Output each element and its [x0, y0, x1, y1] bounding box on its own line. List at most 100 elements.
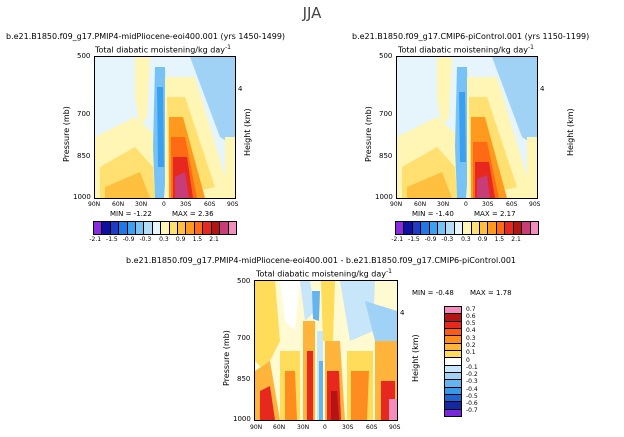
panel2-colorbar-swatch	[454, 222, 464, 234]
panel2-colorbar-swatch	[505, 222, 514, 234]
panel3-xtick-90s: 90S	[389, 424, 401, 431]
panel3-colorbar-label: 0.6	[466, 312, 476, 320]
panel3-colorbar-swatch	[445, 365, 461, 373]
panel1-title: Total diabatic moistening/kg day-1	[95, 44, 231, 55]
panel1-plot-area	[94, 56, 236, 199]
panel3-colorbar-swatch	[445, 372, 461, 381]
panel1-ytick-500: 500	[77, 52, 91, 60]
panel2-colorbar-swatch	[480, 222, 489, 234]
panel3-xtick-30n: 30N	[297, 424, 310, 431]
panel1-colorbar-label: 1.5	[192, 236, 203, 243]
panel1-title-text: Total diabatic moistening/kg day	[95, 45, 225, 55]
panel1-ytick-850: 850	[77, 152, 91, 160]
panel1-colorbar-label: -0.9	[122, 236, 135, 243]
panel2-colorbar	[395, 221, 539, 235]
panel2-colorbar-swatch	[421, 222, 430, 234]
panel2-ytick-500: 500	[379, 52, 393, 60]
panel3-colorbar-swatch	[445, 394, 461, 403]
panel3-colorbar-swatch	[445, 387, 461, 395]
panel1-ytick-700: 700	[77, 110, 91, 118]
panel1-case-label: b.e21.B1850.f09_g17.PMIP4-midPliocene-eo…	[6, 32, 286, 41]
panel1-xtick-30s: 30S	[180, 201, 192, 208]
panel3-colorbar-label: -0.6	[466, 400, 478, 408]
panel3-colorbar-label: -0.4	[466, 385, 478, 393]
panel2-title: Total diabatic moistening/kg day-1	[398, 44, 534, 55]
panel3-title-sup: -1	[385, 268, 392, 275]
panel3-title-text: Total diabatic moistening/kg day	[256, 269, 386, 279]
panel1-colorbar-label: 0.3	[159, 236, 169, 243]
panel2-plot-area	[396, 56, 538, 199]
panel2-colorbar-swatch	[522, 222, 531, 234]
panel2-colorbar-label: 0.9	[477, 236, 488, 243]
panel1-max-label: MAX =	[172, 210, 196, 218]
panel1-colorbar-swatch	[144, 222, 153, 234]
panel2-min-value: -1.40	[435, 210, 454, 218]
panel2-y2label: Height (km)	[566, 108, 575, 156]
panel2-colorbar-label: 2.1	[511, 236, 521, 243]
panel3-colorbar-label: 0.5	[466, 320, 476, 328]
panel1-colorbar-swatch	[161, 222, 170, 234]
panel1-colorbar-swatch	[178, 222, 187, 234]
panel3-colorbar-label: 0.2	[466, 341, 476, 349]
panel3-colorbar-swatch	[445, 343, 461, 351]
panel3-min: MIN = -0.48	[412, 289, 454, 297]
panel2-title-sup: -1	[527, 44, 534, 51]
panel2-colorbar-label: 0.3	[461, 236, 471, 243]
panel3-colorbar-swatch	[445, 314, 461, 322]
panel2-colorbar-swatch	[496, 222, 506, 234]
panel1-colorbar-label: 0.9	[175, 236, 186, 243]
panel3-colorbar-swatch	[445, 380, 461, 388]
panel2-min-label: MIN =	[412, 210, 434, 218]
panel3-colorbar-label: 0.3	[466, 334, 476, 342]
panel3-colorbar-swatch	[445, 336, 461, 344]
panel1-colorbar-swatch	[169, 222, 179, 234]
panel2-contour-field	[397, 57, 537, 198]
panel3-colorbar-label: -0.2	[466, 371, 478, 379]
panel1-colorbar-swatch	[152, 222, 162, 234]
panel3-ytick-500: 500	[237, 277, 251, 285]
panel2-ylabel: Pressure (mb)	[364, 106, 373, 162]
panel3-min-label: MIN =	[412, 289, 434, 297]
panel3-colorbar-swatch	[445, 409, 461, 416]
panel1-min-label: MIN =	[110, 210, 132, 218]
panel2-case-label: b.e21.B1850.f09_g17.CMIP6-piControl.001 …	[352, 32, 590, 41]
panel1-xtick-60n: 60N	[112, 201, 125, 208]
panel3-colorbar-label: 0.7	[466, 305, 476, 313]
panel1-y2label: Height (km)	[243, 108, 252, 156]
panel1-ytick-1000: 1000	[73, 193, 91, 201]
panel2-ytick-700: 700	[379, 110, 393, 118]
panel2-colorbar-label: -2.1	[391, 236, 404, 243]
panel1-colorbar-swatch	[110, 222, 120, 234]
panel3-ytick-850: 850	[237, 375, 251, 383]
panel1-xtick-60s: 60S	[204, 201, 216, 208]
panel1-colorbar-swatch	[220, 222, 229, 234]
panel3-colorbar-swatch	[445, 350, 461, 359]
panel1-xtick-30n: 30N	[135, 201, 148, 208]
panel2-colorbar-swatch	[463, 222, 472, 234]
panel2-colorbar-swatch	[412, 222, 422, 234]
panel3-colorbar-label: 0.4	[466, 327, 476, 335]
panel3-contour-field	[255, 281, 397, 420]
panel2-colorbar-label: -1.5	[408, 236, 420, 243]
panel3-colorbar-label: -0.1	[466, 363, 478, 371]
panel2-xtick-30n: 30N	[437, 201, 450, 208]
panel3-max: MAX = 1.78	[470, 289, 512, 297]
panel2-colorbar-swatch	[530, 222, 538, 234]
panel1-colorbar-swatch	[194, 222, 204, 234]
panel3-colorbar-label: -0.3	[466, 378, 478, 386]
panel1-colorbar-swatch	[102, 222, 111, 234]
panel2-max-value: 2.17	[499, 210, 516, 218]
panel2-colorbar-swatch	[438, 222, 447, 234]
panel3-ytick-700: 700	[237, 334, 251, 342]
panel3-y2label: Height (km)	[411, 334, 420, 382]
panel3-case-label: b.e21.B1850.f09_g17.PMIP4-midPliocene-eo…	[126, 256, 517, 265]
panel1-colorbar-label: -1.5	[106, 236, 118, 243]
panel3-colorbar-swatch	[445, 358, 461, 366]
panel1-colorbar-swatch	[203, 222, 212, 234]
panel2-colorbar-label: -0.9	[424, 236, 437, 243]
panel1-max-value: 2.36	[197, 210, 214, 218]
panel1-colorbar-swatch	[228, 222, 236, 234]
panel2-y2tick-4: 4	[540, 85, 545, 93]
panel3-ylabel: Pressure (mb)	[222, 330, 231, 386]
panel2-xtick-90n: 90N	[390, 201, 403, 208]
